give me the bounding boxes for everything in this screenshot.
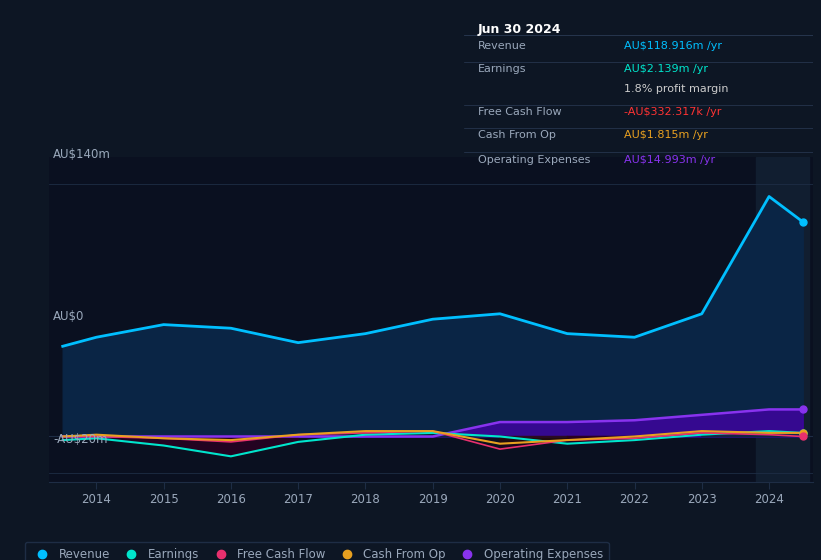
Bar: [755, 157, 810, 482]
Text: Free Cash Flow: Free Cash Flow: [478, 107, 562, 117]
Text: AU$2.139m /yr: AU$2.139m /yr: [624, 64, 709, 74]
Text: AU$1.815m /yr: AU$1.815m /yr: [624, 130, 709, 140]
Text: -AU$20m: -AU$20m: [53, 433, 108, 446]
Text: 1.8% profit margin: 1.8% profit margin: [624, 84, 729, 94]
Text: Operating Expenses: Operating Expenses: [478, 155, 590, 165]
Text: AU$0: AU$0: [53, 310, 85, 323]
Text: AU$140m: AU$140m: [53, 148, 111, 161]
Text: Cash From Op: Cash From Op: [478, 130, 556, 140]
Text: Revenue: Revenue: [478, 41, 526, 51]
Legend: Revenue, Earnings, Free Cash Flow, Cash From Op, Operating Expenses: Revenue, Earnings, Free Cash Flow, Cash …: [25, 542, 608, 560]
Text: Jun 30 2024: Jun 30 2024: [478, 23, 562, 36]
Text: AU$118.916m /yr: AU$118.916m /yr: [624, 41, 722, 51]
Text: -AU$332.317k /yr: -AU$332.317k /yr: [624, 107, 722, 117]
Text: AU$14.993m /yr: AU$14.993m /yr: [624, 155, 715, 165]
Text: Earnings: Earnings: [478, 64, 526, 74]
